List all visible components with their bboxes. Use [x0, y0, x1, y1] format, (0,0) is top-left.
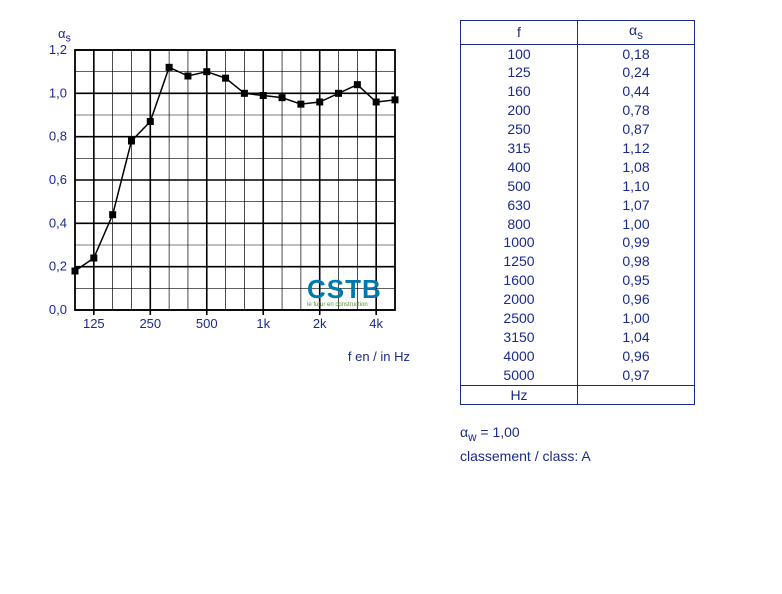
- cell-frequency: 3150: [461, 328, 578, 347]
- cell-alpha: 0,87: [578, 120, 695, 139]
- table-row: 40000,96: [461, 347, 695, 366]
- table-row: 1000,18: [461, 44, 695, 63]
- cell-frequency: 4000: [461, 347, 578, 366]
- table-row: 25001,00: [461, 309, 695, 328]
- cell-frequency: 2000: [461, 290, 578, 309]
- cell-frequency: 5000: [461, 366, 578, 385]
- cell-frequency: 1250: [461, 252, 578, 271]
- cell-frequency: 100: [461, 44, 578, 63]
- absorption-chart: 0,00,20,40,60,81,01,21252505001k2k4kCSTB…: [20, 20, 420, 340]
- table-row: 2000,78: [461, 101, 695, 120]
- svg-text:1,0: 1,0: [49, 85, 67, 100]
- svg-text:250: 250: [139, 316, 161, 331]
- table-footer-empty: [578, 385, 695, 405]
- table-row: 1600,44: [461, 82, 695, 101]
- table-row: 2500,87: [461, 120, 695, 139]
- chart-y-axis-label: αs: [58, 26, 71, 45]
- cell-alpha: 1,07: [578, 196, 695, 215]
- cell-frequency: 1000: [461, 233, 578, 252]
- cell-alpha: 1,12: [578, 139, 695, 158]
- svg-text:0,4: 0,4: [49, 215, 67, 230]
- cell-alpha: 1,00: [578, 215, 695, 234]
- summary-block: αw = 1,00 classement / class: A: [460, 423, 695, 466]
- cell-alpha: 0,95: [578, 271, 695, 290]
- table-row: 20000,96: [461, 290, 695, 309]
- svg-text:le futur en construction: le futur en construction: [307, 302, 368, 308]
- cell-alpha: 0,96: [578, 290, 695, 309]
- cell-alpha: 0,44: [578, 82, 695, 101]
- cell-alpha: 0,97: [578, 366, 695, 385]
- table-header-frequency: f: [461, 21, 578, 45]
- svg-text:2k: 2k: [313, 316, 327, 331]
- cell-alpha: 1,00: [578, 309, 695, 328]
- svg-text:500: 500: [196, 316, 218, 331]
- table-header-alpha: αs: [578, 21, 695, 45]
- table-row: 6301,07: [461, 196, 695, 215]
- table-row: 16000,95: [461, 271, 695, 290]
- chart-x-axis-label: f en / in Hz: [20, 349, 420, 364]
- table-row: 50000,97: [461, 366, 695, 385]
- class-rating: classement / class: A: [460, 447, 695, 467]
- table-row: 10000,99: [461, 233, 695, 252]
- cell-alpha: 0,78: [578, 101, 695, 120]
- cell-frequency: 400: [461, 158, 578, 177]
- svg-text:125: 125: [83, 316, 105, 331]
- layout-container: αs 0,00,20,40,60,81,01,21252505001k2k4kC…: [20, 20, 762, 466]
- table-body: 1000,181250,241600,442000,782500,873151,…: [461, 44, 695, 385]
- svg-text:4k: 4k: [369, 316, 383, 331]
- table-row: 1250,24: [461, 63, 695, 82]
- table-footer-unit: Hz: [461, 385, 578, 405]
- cell-frequency: 125: [461, 63, 578, 82]
- table-row: 8001,00: [461, 215, 695, 234]
- cell-alpha: 0,18: [578, 44, 695, 63]
- svg-text:0,2: 0,2: [49, 259, 67, 274]
- table-row: 5001,10: [461, 177, 695, 196]
- table-row: 3151,12: [461, 139, 695, 158]
- chart-panel: αs 0,00,20,40,60,81,01,21252505001k2k4kC…: [20, 20, 420, 364]
- svg-text:CSTB: CSTB: [307, 274, 382, 304]
- cell-frequency: 250: [461, 120, 578, 139]
- absorption-table: f αs 1000,181250,241600,442000,782500,87…: [460, 20, 695, 405]
- svg-text:0,0: 0,0: [49, 302, 67, 317]
- cell-frequency: 160: [461, 82, 578, 101]
- table-row: 31501,04: [461, 328, 695, 347]
- svg-text:0,6: 0,6: [49, 172, 67, 187]
- cell-alpha: 1,08: [578, 158, 695, 177]
- alpha-w-value: αw = 1,00: [460, 423, 695, 446]
- cell-alpha: 0,24: [578, 63, 695, 82]
- cell-alpha: 1,04: [578, 328, 695, 347]
- cell-frequency: 800: [461, 215, 578, 234]
- cell-frequency: 315: [461, 139, 578, 158]
- svg-text:0,8: 0,8: [49, 129, 67, 144]
- cell-frequency: 500: [461, 177, 578, 196]
- cell-alpha: 1,10: [578, 177, 695, 196]
- cell-frequency: 630: [461, 196, 578, 215]
- cell-alpha: 0,99: [578, 233, 695, 252]
- table-panel: f αs 1000,181250,241600,442000,782500,87…: [460, 20, 695, 466]
- cell-frequency: 200: [461, 101, 578, 120]
- table-row: 4001,08: [461, 158, 695, 177]
- cell-frequency: 2500: [461, 309, 578, 328]
- cell-frequency: 1600: [461, 271, 578, 290]
- table-row: 12500,98: [461, 252, 695, 271]
- cell-alpha: 0,98: [578, 252, 695, 271]
- svg-text:1k: 1k: [256, 316, 270, 331]
- cell-alpha: 0,96: [578, 347, 695, 366]
